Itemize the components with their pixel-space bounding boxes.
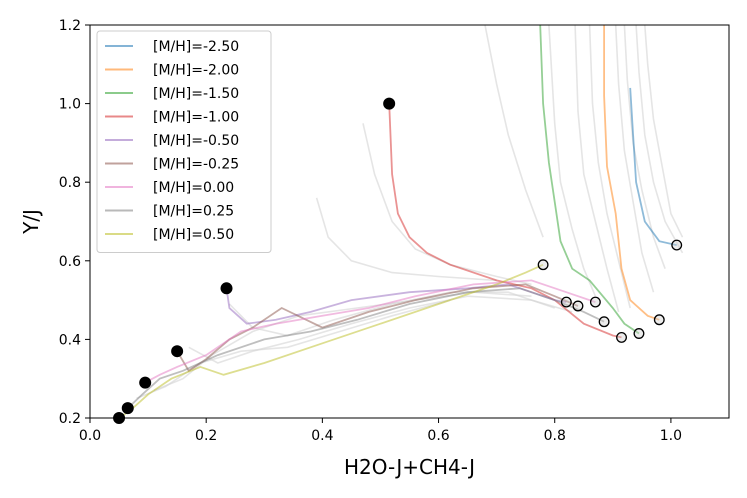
y-tick-label: 0.2 xyxy=(59,411,81,427)
end-marker-2 xyxy=(560,296,572,308)
legend-label-0: [M/H]=-2.50 xyxy=(153,39,239,55)
background-track-7 xyxy=(484,25,544,238)
x-axis: 0.0 0.2 0.4 0.6 0.8 1.0 xyxy=(79,418,682,444)
background-track-5 xyxy=(635,25,684,254)
background-track-11 xyxy=(188,295,573,364)
legend-label-2: [M/H]=-1.50 xyxy=(153,86,239,102)
y-tick-label: 1.0 xyxy=(59,97,81,113)
legend-box xyxy=(96,30,272,253)
markers xyxy=(113,97,683,424)
series-line-5 xyxy=(176,283,579,373)
y-tick-label: 0.6 xyxy=(59,254,81,270)
start-marker-2 xyxy=(171,345,184,358)
legend-label-7: [M/H]=0.25 xyxy=(153,204,234,220)
legend-label-1: [M/H]=-2.00 xyxy=(153,63,239,79)
series-line-0 xyxy=(629,87,677,246)
x-axis-label: H2O-J+CH4-J xyxy=(344,455,475,479)
x-tick-label: 0.6 xyxy=(427,428,449,444)
legend-label-6: [M/H]=0.00 xyxy=(153,180,234,196)
legend: [M/H]=-2.50 [M/H]=-2.00 [M/H]=-1.50 [M/H]=-… xyxy=(96,30,272,253)
background-track-13 xyxy=(136,299,451,400)
legend-label-4: [M/H]=-0.50 xyxy=(153,133,239,149)
legend-label-5: [M/H]=-0.25 xyxy=(153,157,239,173)
background-track-6 xyxy=(644,25,684,238)
start-marker-0 xyxy=(383,97,396,110)
background-track-1 xyxy=(574,25,620,313)
series-line-6 xyxy=(144,279,596,384)
background-track-8 xyxy=(362,123,532,286)
x-tick-label: 0.2 xyxy=(195,428,217,444)
series-line-3 xyxy=(388,103,622,339)
start-marker-4 xyxy=(121,402,134,415)
x-tick-label: 0.8 xyxy=(544,428,566,444)
end-marker-6 xyxy=(616,331,627,343)
end-marker-7 xyxy=(633,328,645,339)
y-tick-label: 0.4 xyxy=(59,332,81,348)
plot-frame xyxy=(89,24,730,419)
series-line-1 xyxy=(603,25,660,321)
end-marker-4 xyxy=(589,296,601,308)
end-marker-1 xyxy=(537,259,549,271)
background-track-2 xyxy=(588,25,631,309)
y-tick-label: 1.2 xyxy=(59,18,81,34)
y-axis-label: Y/J xyxy=(19,209,43,235)
series-line-7 xyxy=(127,287,605,409)
x-tick-label: 1.0 xyxy=(660,428,682,444)
end-marker-3 xyxy=(572,300,584,312)
end-marker-8 xyxy=(653,314,665,326)
y-axis: 0.2 0.4 0.6 0.8 1.0 1.2 xyxy=(59,18,90,427)
x-tick-label: 0.4 xyxy=(311,428,333,444)
x-tick-label: 0.0 xyxy=(79,428,101,444)
start-marker-3 xyxy=(139,376,152,389)
series-line-2 xyxy=(539,25,640,335)
legend-label-3: [M/H]=-1.00 xyxy=(153,110,239,126)
legend-label-8: [M/H]=0.50 xyxy=(153,227,234,243)
background-track-4 xyxy=(623,25,666,269)
y-tick-label: 0.8 xyxy=(59,175,81,191)
background-track-9 xyxy=(315,197,497,282)
series-lines xyxy=(118,25,677,418)
background-track-3 xyxy=(614,25,655,293)
background-track-12 xyxy=(153,291,532,392)
background-track-0 xyxy=(548,25,597,297)
series-line-8 xyxy=(118,263,544,418)
end-marker-0 xyxy=(671,239,683,251)
start-marker-1 xyxy=(220,282,233,295)
end-marker-5 xyxy=(598,316,610,328)
